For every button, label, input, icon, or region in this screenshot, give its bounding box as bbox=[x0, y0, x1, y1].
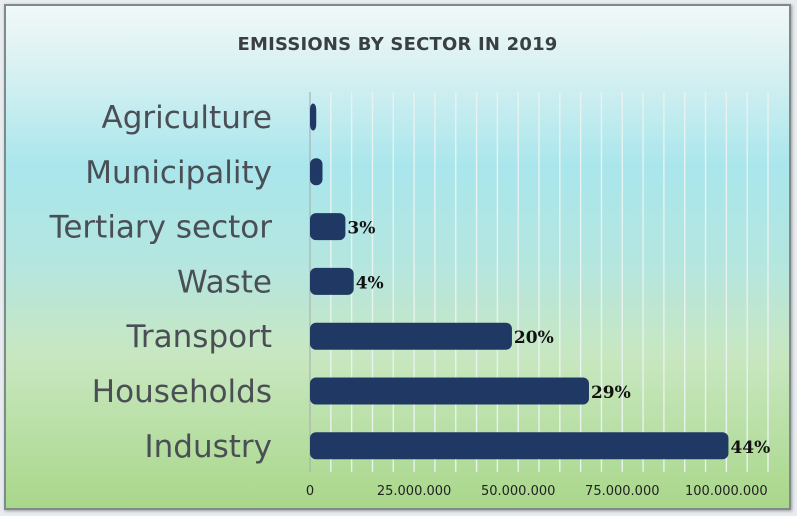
data-label: 29% bbox=[591, 383, 631, 403]
category-label: Agriculture bbox=[102, 100, 273, 136]
data-label: 44% bbox=[730, 438, 770, 458]
data-label: 4% bbox=[356, 273, 384, 293]
category-label: Waste bbox=[177, 264, 272, 300]
bar bbox=[310, 158, 323, 186]
bar bbox=[310, 432, 729, 460]
x-tick-label: 100.000.000 bbox=[685, 484, 768, 499]
category-label: Tertiary sector bbox=[49, 210, 273, 246]
bar bbox=[310, 377, 589, 405]
data-label: 20% bbox=[514, 328, 554, 348]
category-label: Households bbox=[92, 374, 272, 410]
category-label: Industry bbox=[144, 429, 272, 465]
category-label: Municipality bbox=[85, 155, 272, 191]
x-tick-label: 25.000.000 bbox=[377, 484, 451, 499]
x-tick-label: 50.000.000 bbox=[481, 484, 555, 499]
x-tick-label: 75.000.000 bbox=[585, 484, 659, 499]
bar bbox=[310, 213, 346, 241]
x-tick-label: 0 bbox=[306, 484, 314, 499]
bar bbox=[310, 267, 354, 295]
chart-title: EMISSIONS BY SECTOR IN 2019 bbox=[237, 34, 558, 55]
chart-frame: EMISSIONS BY SECTOR IN 2019 bbox=[4, 4, 791, 510]
bar bbox=[310, 322, 512, 350]
bar bbox=[310, 103, 317, 131]
category-label: Transport bbox=[126, 319, 272, 355]
data-label: 3% bbox=[347, 219, 375, 239]
